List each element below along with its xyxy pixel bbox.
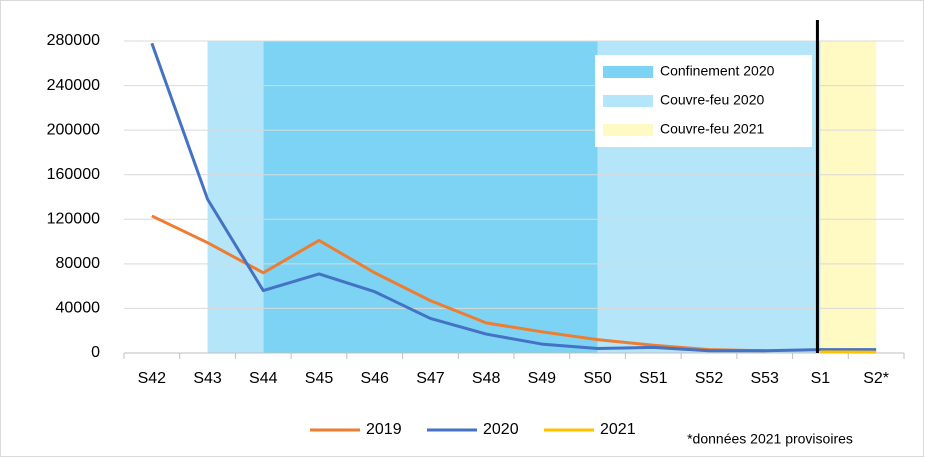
legend-label: Couvre-feu 2021 bbox=[660, 121, 765, 137]
shaded-band bbox=[263, 41, 597, 353]
legend-swatch bbox=[603, 124, 653, 136]
y-tick-label: 80000 bbox=[56, 255, 101, 272]
x-tick-label: S48 bbox=[472, 370, 501, 387]
shaded-band bbox=[820, 41, 876, 353]
y-tick-label: 120000 bbox=[47, 211, 100, 228]
legend-label: 2019 bbox=[366, 421, 402, 438]
x-tick-label: S43 bbox=[193, 370, 222, 387]
x-tick-label: S50 bbox=[583, 370, 612, 387]
y-tick-label: 160000 bbox=[47, 166, 100, 183]
x-tick-label: S53 bbox=[750, 370, 779, 387]
note: *données 2021 provisoires bbox=[687, 431, 853, 447]
legend-label: 2020 bbox=[483, 421, 519, 438]
x-tick-label: S42 bbox=[138, 370, 167, 387]
x-tick-label: S45 bbox=[305, 370, 334, 387]
x-tick-label: S49 bbox=[528, 370, 557, 387]
legend-label: Confinement 2020 bbox=[660, 63, 775, 79]
legend-swatch bbox=[603, 66, 653, 78]
x-tick-label: S1 bbox=[811, 370, 831, 387]
shaded-band bbox=[208, 41, 264, 353]
legend-label: 2021 bbox=[600, 421, 636, 438]
y-tick-label: 0 bbox=[91, 344, 100, 361]
x-tick-label: S46 bbox=[360, 370, 389, 387]
y-tick-label: 40000 bbox=[56, 300, 101, 317]
x-tick-label: S52 bbox=[695, 370, 724, 387]
x-tick-label: S47 bbox=[416, 370, 445, 387]
x-tick-label: S51 bbox=[639, 370, 668, 387]
y-tick-label: 240000 bbox=[47, 77, 100, 94]
legend-label: Couvre-feu 2020 bbox=[660, 92, 765, 108]
x-tick-label: S2* bbox=[863, 370, 889, 387]
legend-swatch bbox=[603, 95, 653, 107]
y-tick-label: 280000 bbox=[47, 32, 100, 49]
y-tick-label: 200000 bbox=[47, 121, 100, 138]
x-tick-label: S44 bbox=[249, 370, 278, 387]
